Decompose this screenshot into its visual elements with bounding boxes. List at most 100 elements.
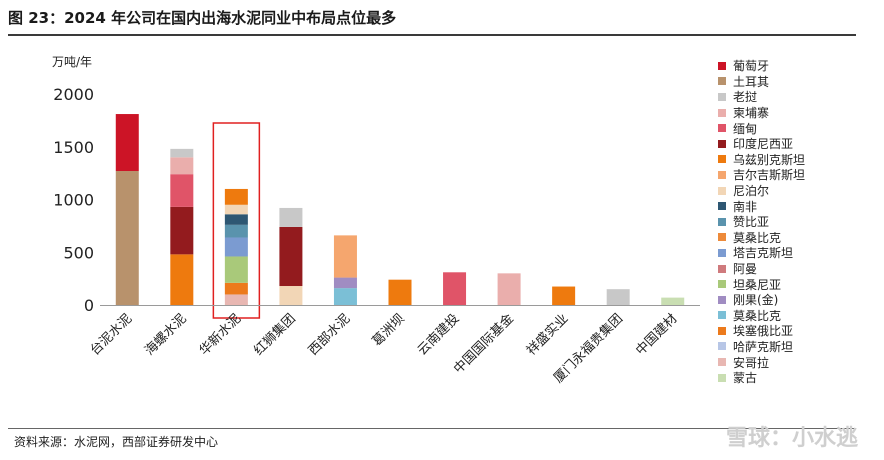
legend-label: 蒙古 [733, 371, 758, 386]
watermark: 雪球：小水逃 [725, 426, 858, 451]
bar-segment [497, 273, 521, 305]
bar-segment [224, 237, 248, 257]
legend-label: 莫桑比克 [733, 230, 782, 245]
x-tick-label: 葛洲坝 [370, 311, 408, 349]
x-tick-label: 西部水泥 [306, 311, 353, 358]
legend-swatch [718, 326, 726, 335]
bar-segment [279, 226, 303, 287]
bar-segment [224, 188, 248, 205]
legend-label: 哈萨克斯坦 [733, 339, 794, 354]
legend-label: 柬埔寨 [733, 106, 770, 121]
legend-swatch [718, 155, 726, 164]
legend-swatch [718, 92, 726, 101]
bar-segment [224, 204, 248, 215]
legend-label: 莫桑比克 [733, 308, 782, 323]
legend-item: 阿曼 [718, 261, 805, 277]
x-tick-label: 祥盛实业 [524, 311, 571, 358]
bar-segment [224, 214, 248, 225]
legend-label: 吉尔吉斯斯坦 [733, 168, 806, 183]
x-tick-label: 云南建投 [414, 311, 462, 359]
legend-label: 赞比亚 [733, 215, 770, 230]
y-tick-label: 0 [84, 296, 94, 315]
bar-segment [443, 272, 467, 305]
legend-item: 塔吉克斯坦 [718, 245, 805, 261]
bar-segment [661, 297, 685, 305]
y-tick-label: 2000 [53, 85, 94, 104]
legend-label: 刚果(金) [733, 293, 779, 308]
legend-label: 印度尼西亚 [733, 137, 794, 152]
legend-swatch [718, 280, 726, 289]
legend-swatch [718, 186, 726, 195]
legend-label: 尼泊尔 [733, 184, 770, 199]
legend-swatch [718, 217, 726, 226]
legend-item: 尼泊尔 [718, 183, 805, 199]
legend-label: 阿曼 [733, 262, 758, 277]
y-tick-label: 1000 [53, 191, 94, 210]
x-tick-label: 台泥水泥 [88, 311, 135, 358]
legend-label: 土耳其 [733, 74, 770, 89]
bar-segment [224, 256, 248, 283]
bar-segment [333, 235, 357, 278]
bar-segment [279, 286, 303, 305]
bar-segment [224, 294, 248, 305]
legend-swatch [718, 373, 726, 382]
highlight-box [212, 122, 261, 319]
legend-swatch [718, 139, 726, 148]
legend-label: 老挝 [733, 90, 758, 105]
bar-segment [170, 157, 194, 175]
legend-item: 蒙古 [718, 370, 805, 386]
legend-item: 莫桑比克 [718, 230, 805, 246]
bar-segment [115, 171, 139, 305]
legend-swatch [718, 295, 726, 304]
footer-rule [8, 428, 856, 429]
bar-segment [333, 277, 357, 289]
bar-segment [606, 289, 630, 305]
legend-item: 哈萨克斯坦 [718, 339, 805, 355]
legend-item: 土耳其 [718, 74, 805, 90]
legend-swatch [718, 248, 726, 257]
legend-label: 埃塞俄比亚 [733, 324, 794, 339]
legend-item: 印度尼西亚 [718, 136, 805, 152]
legend-swatch [718, 124, 726, 133]
legend-swatch [718, 358, 726, 367]
bar-segment [552, 286, 576, 305]
y-tick-label: 500 [63, 243, 94, 262]
legend-label: 缅甸 [733, 121, 758, 136]
legend-label: 安哥拉 [733, 355, 770, 370]
y-axis-unit: 万吨/年 [52, 55, 92, 69]
legend-item: 坦桑尼亚 [718, 276, 805, 292]
legend-item: 赞比亚 [718, 214, 805, 230]
legend-label: 南非 [733, 199, 758, 214]
y-axis: 万吨/年 0 500 1000 1500 2000 [52, 55, 94, 315]
y-tick-label: 1500 [53, 138, 94, 157]
bar-segment [224, 224, 248, 238]
legend-label: 塔吉克斯坦 [733, 246, 794, 261]
bar-segment [333, 288, 357, 305]
figure-title: 图 23：2024 年公司在国内出海水泥同业中布局点位最多 [8, 9, 397, 27]
x-tick-label: 海螺水泥 [142, 311, 189, 358]
legend-item: 葡萄牙 [718, 58, 805, 74]
legend-item: 柬埔寨 [718, 105, 805, 121]
legend-swatch [718, 264, 726, 273]
legend-swatch [718, 77, 726, 86]
source-note: 资料来源：水泥网，西部证券研发中心 [14, 435, 219, 449]
legend-label: 坦桑尼亚 [733, 277, 782, 292]
legend-swatch [718, 170, 726, 179]
bar-segment [279, 207, 303, 227]
legend-swatch [718, 202, 726, 211]
x-tick-label: 中国建材 [633, 311, 680, 358]
bar-segment [115, 114, 139, 172]
legend-swatch [718, 61, 726, 70]
legend-item: 缅甸 [718, 120, 805, 136]
legend-item: 吉尔吉斯斯坦 [718, 167, 805, 183]
bars [115, 114, 685, 319]
legend-item: 南非 [718, 198, 805, 214]
legend-item: 埃塞俄比亚 [718, 323, 805, 339]
bar-segment [170, 148, 194, 158]
legend-item: 安哥拉 [718, 354, 805, 370]
legend-item: 乌兹别克斯坦 [718, 152, 805, 168]
bar-segment [170, 174, 194, 207]
legend-swatch [718, 342, 726, 351]
legend-item: 莫桑比克 [718, 308, 805, 324]
